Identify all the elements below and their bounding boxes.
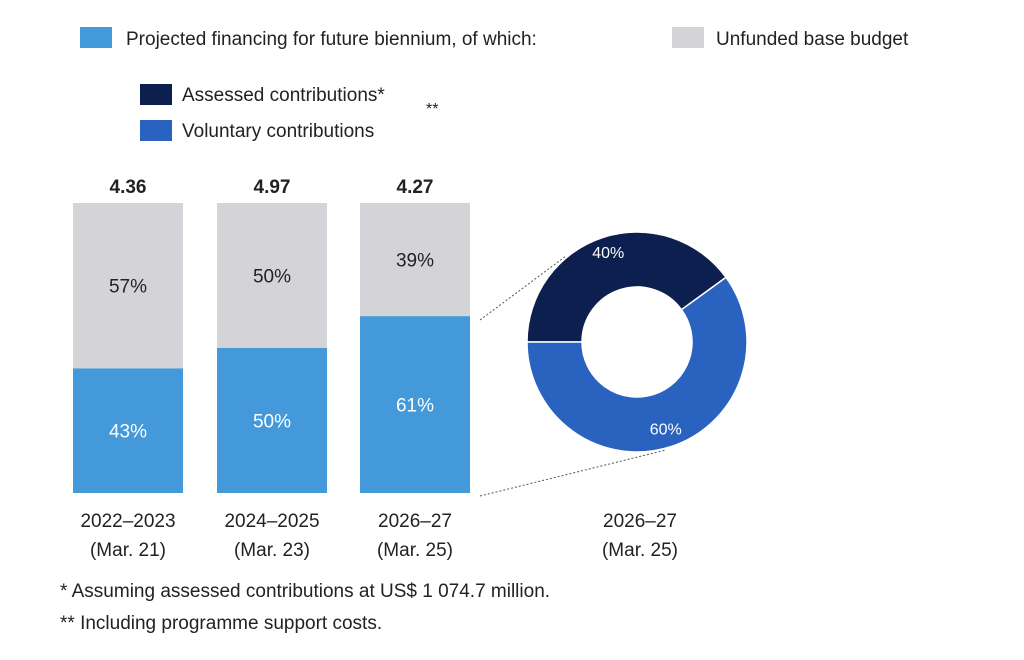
footnote: * Assuming assessed contributions at US$…	[60, 581, 550, 602]
total-label: 4.27	[397, 177, 434, 198]
legend-swatch	[140, 120, 172, 141]
bar-segment	[73, 203, 183, 369]
legend-swatch	[80, 27, 112, 48]
bar-segment	[360, 203, 470, 317]
value-label: 57%	[109, 277, 147, 298]
bar-segment	[73, 368, 183, 493]
bar-segment	[217, 203, 327, 348]
legend-label: Unfunded base budget	[716, 29, 909, 50]
x-tick-label: (Mar. 21)	[90, 540, 166, 561]
value-label: 39%	[396, 251, 434, 272]
x-tick-label: 2026–27	[378, 511, 452, 532]
legend-label: Projected financing for future biennium,…	[126, 29, 537, 50]
x-tick-label: (Mar. 25)	[377, 540, 453, 561]
legend-note: **	[426, 101, 438, 118]
bar-segment	[217, 348, 327, 493]
value-label: 61%	[396, 396, 434, 417]
x-tick-label: (Mar. 23)	[234, 540, 310, 561]
connector	[479, 449, 667, 497]
x-tick-label: 2022–2023	[80, 511, 175, 532]
value-label: 40%	[592, 245, 624, 262]
value-label: 60%	[650, 422, 682, 439]
x-tick-label: 2024–2025	[224, 511, 319, 532]
total-label: 4.97	[254, 177, 291, 198]
bar-segment	[360, 316, 470, 493]
value-label: 43%	[109, 422, 147, 443]
legend-label: Assessed contributions*	[182, 85, 385, 106]
value-label: 50%	[253, 412, 291, 433]
legend-label: Voluntary contributions	[182, 121, 374, 142]
donut-slice	[526, 231, 728, 343]
legend-swatch	[140, 84, 172, 105]
total-label: 4.36	[110, 177, 147, 198]
x-tick-label: (Mar. 25)	[602, 540, 678, 561]
value-label: 50%	[253, 267, 291, 288]
donut-slice	[526, 276, 748, 453]
footnote: ** Including programme support costs.	[60, 613, 382, 634]
connector	[479, 255, 567, 321]
x-tick-label: 2026–27	[603, 511, 677, 532]
legend-swatch	[672, 27, 704, 48]
